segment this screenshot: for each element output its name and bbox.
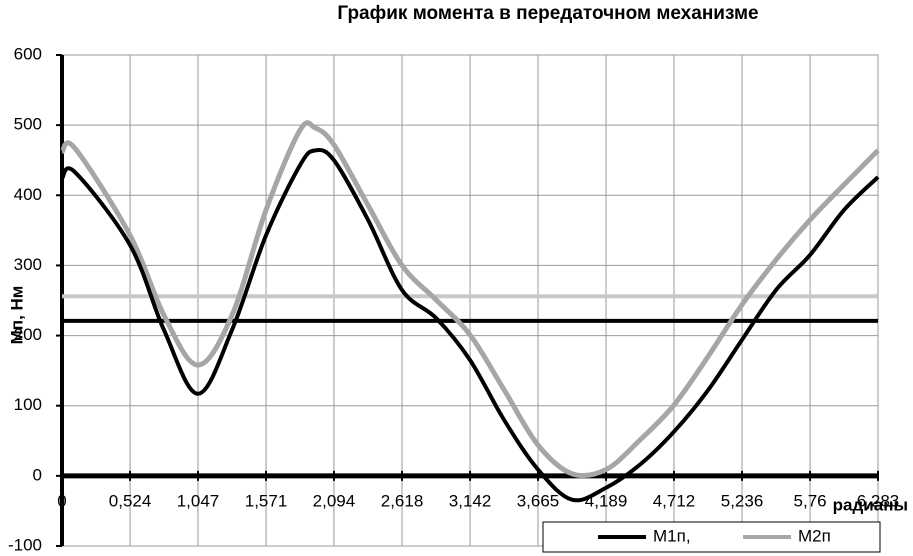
x-tick-label: 4,189	[585, 491, 628, 510]
y-tick-label: 200	[14, 325, 42, 344]
y-tick-label: 300	[14, 255, 42, 274]
x-tick-label: 4,712	[653, 491, 696, 510]
y-axis-label: Мп, Нм	[7, 286, 26, 345]
y-tick-label: 100	[14, 395, 42, 414]
x-tick-label: 6,283	[857, 491, 900, 510]
x-axis-label: радианы	[833, 495, 908, 514]
series-line	[60, 147, 880, 503]
x-tick-label: 2,618	[381, 491, 424, 510]
chart-title: График момента в передаточном механизме	[337, 3, 758, 24]
x-tick-label: 1,571	[245, 491, 288, 510]
x-tick-label: 3,665	[517, 491, 560, 510]
y-tick-label: 400	[14, 185, 42, 204]
x-tick-label: 3,142	[449, 491, 492, 510]
x-tick-label: 2,094	[313, 491, 356, 510]
y-tick-label: 500	[14, 115, 42, 134]
y-tick-label: 600	[14, 44, 42, 63]
y-tick-label: -100	[8, 535, 42, 554]
x-tick-label: 5,76	[794, 491, 827, 510]
legend-label: М2п	[798, 526, 831, 545]
series-line	[60, 120, 880, 479]
x-tick-label: 0,524	[109, 491, 152, 510]
x-tick-label: 1,047	[177, 491, 220, 510]
legend-label: М1п,	[653, 526, 691, 545]
y-tick-label: 0	[33, 465, 42, 484]
x-tick-label: 5,236	[721, 491, 764, 510]
